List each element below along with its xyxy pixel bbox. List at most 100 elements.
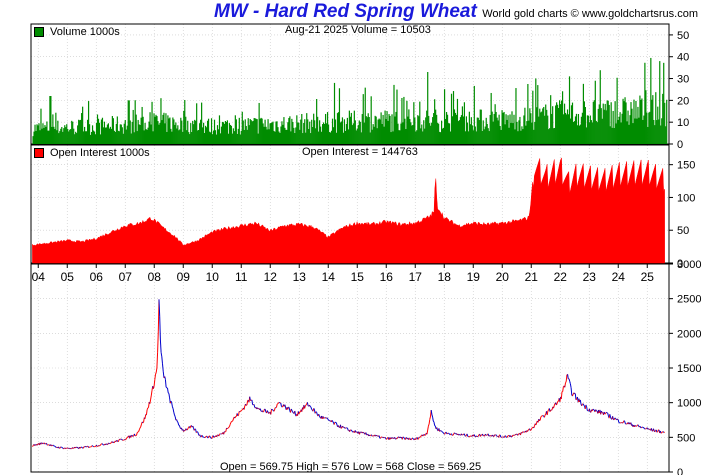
volume-bar xyxy=(77,125,79,144)
volume-bar xyxy=(341,117,344,144)
volume-bar xyxy=(158,124,160,144)
volume-bar xyxy=(357,125,359,144)
price-segment xyxy=(365,432,367,435)
price-segment xyxy=(240,409,243,412)
volume-bar xyxy=(311,119,313,144)
price-segment xyxy=(162,371,165,378)
price-segment xyxy=(463,433,466,436)
volume-bars xyxy=(32,57,668,145)
volume-bar xyxy=(406,100,408,144)
volume-bar xyxy=(477,117,479,144)
price-segment xyxy=(227,427,230,429)
price-segment xyxy=(454,432,456,434)
volume-bar xyxy=(174,124,176,144)
volume-bar xyxy=(553,128,555,144)
volume-bar xyxy=(527,83,529,144)
price-segment xyxy=(396,436,399,439)
volume-bar xyxy=(660,125,662,144)
volume-bar xyxy=(426,110,428,144)
price-segment xyxy=(278,401,280,404)
volume-bar xyxy=(186,130,188,144)
volume-bar xyxy=(244,119,246,144)
price-segment xyxy=(304,404,307,407)
price-segment xyxy=(59,446,62,449)
volume-bar xyxy=(505,114,507,144)
volume-bar xyxy=(147,127,149,144)
volume-bar xyxy=(644,62,646,144)
price-segment xyxy=(276,403,279,405)
price-segment xyxy=(167,392,170,394)
volume-bar xyxy=(378,118,380,144)
price-segment xyxy=(36,443,39,446)
volume-bar xyxy=(405,129,407,144)
price-segment xyxy=(291,410,294,413)
price-ytick-label-3000: 3000 xyxy=(677,259,701,271)
volume-bar xyxy=(617,119,619,144)
volume-bar xyxy=(564,112,567,144)
price-segment xyxy=(225,428,227,432)
volume-bar xyxy=(415,131,417,144)
price-segment xyxy=(432,420,435,423)
price-segment xyxy=(178,425,181,428)
volume-bar xyxy=(238,117,240,144)
price-segment xyxy=(186,428,189,431)
price-segment xyxy=(41,442,44,445)
volume-bar xyxy=(269,123,271,144)
price-xtick-label-20: 20 xyxy=(496,270,510,284)
volume-bar xyxy=(271,122,273,144)
volume-bar xyxy=(322,124,324,144)
volume-bar xyxy=(105,127,108,144)
volume-bar xyxy=(417,115,419,144)
volume-bar xyxy=(57,120,59,144)
volume-bar xyxy=(642,119,644,144)
volume-bar xyxy=(160,98,162,144)
volume-bar xyxy=(165,113,167,144)
price-segment xyxy=(427,423,430,427)
volume-bar xyxy=(572,122,575,144)
volume-bar xyxy=(447,123,450,144)
price-segment xyxy=(539,419,541,422)
volume-bar xyxy=(578,125,581,144)
volume-bar xyxy=(504,124,506,144)
volume-bar xyxy=(495,111,497,144)
volume-bar xyxy=(46,121,48,144)
volume-bar xyxy=(87,101,90,144)
volume-bar xyxy=(651,99,653,144)
volume-bar xyxy=(402,122,404,144)
volume-bar xyxy=(172,117,174,144)
open-interest-legend: Open Interest 1000s xyxy=(34,147,150,159)
volume-bar xyxy=(546,109,548,144)
volume-bar xyxy=(294,133,296,144)
price-xtick-label-23: 23 xyxy=(583,270,597,284)
volume-bar xyxy=(217,129,220,144)
volume-bar xyxy=(360,132,362,144)
price-segment xyxy=(553,405,555,409)
price-segment xyxy=(275,406,277,409)
volume-bar xyxy=(438,123,440,144)
volume-bar xyxy=(413,102,415,144)
volume-bar xyxy=(286,129,288,144)
volume-bar xyxy=(297,122,299,144)
volume-bar xyxy=(232,128,234,144)
volume-bar xyxy=(390,132,392,144)
price-segment xyxy=(506,435,509,438)
price-segment xyxy=(170,400,173,403)
price-segment xyxy=(123,439,125,441)
volume-bar xyxy=(222,122,225,144)
volume-bar xyxy=(558,108,560,144)
volume-bar xyxy=(428,115,430,144)
volume-bar xyxy=(342,132,345,144)
price-xtick-label-08: 08 xyxy=(148,270,162,284)
price-frame xyxy=(30,263,670,473)
price-segment xyxy=(176,421,179,423)
volume-bar xyxy=(121,127,123,144)
volume-bar xyxy=(411,125,413,144)
volume-bar xyxy=(337,112,340,144)
price-segment xyxy=(100,443,102,445)
volume-bar xyxy=(83,131,85,144)
volume-bar xyxy=(409,119,411,144)
volume-bar xyxy=(451,116,454,144)
volume-bar xyxy=(597,108,599,144)
price-segment xyxy=(531,427,533,429)
